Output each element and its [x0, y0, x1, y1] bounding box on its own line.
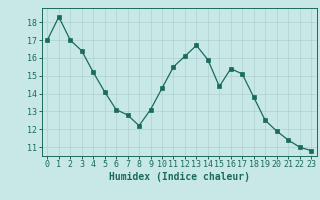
X-axis label: Humidex (Indice chaleur): Humidex (Indice chaleur) — [109, 172, 250, 182]
